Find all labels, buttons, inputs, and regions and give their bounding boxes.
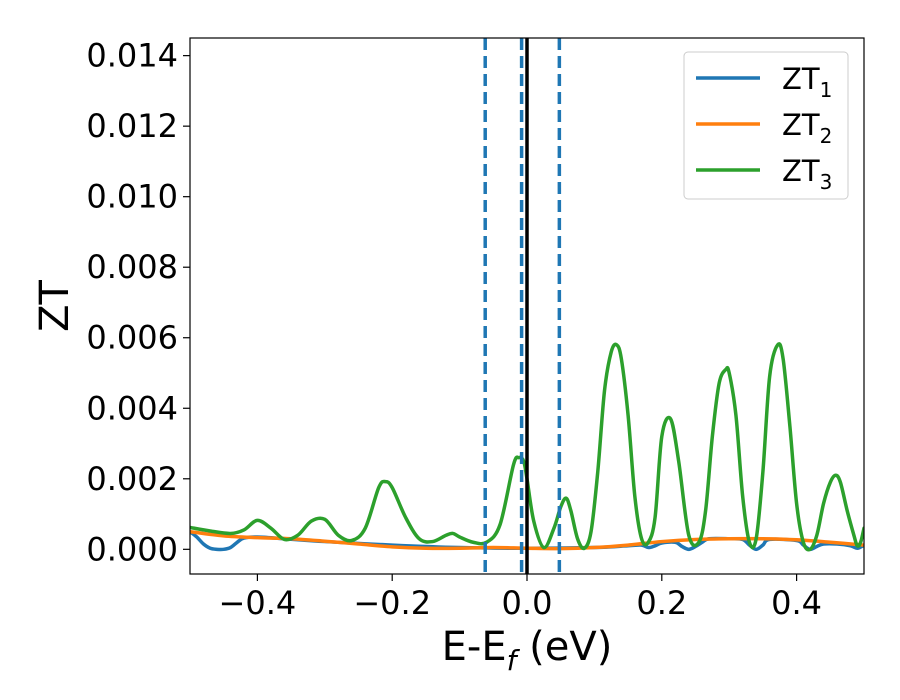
x-axis-title: E-Ef (eV)	[442, 624, 613, 677]
y-axis: 0.000 0.002 0.004 0.006 0.008 0.010 0.012 0.014	[86, 37, 190, 568]
legend-label-zt1: ZT1	[782, 62, 832, 102]
legend: ZT1 ZT2 ZT3	[683, 51, 849, 200]
y-tick-label: 0.014	[86, 37, 178, 75]
y-tick-label: 0.000	[86, 530, 178, 568]
legend-label-zt3: ZT3	[782, 154, 832, 194]
x-tick-label: −0.2	[353, 584, 431, 622]
reference-lines	[483, 38, 562, 574]
series-line-zt3	[190, 342, 864, 552]
x-axis: −0.4 −0.2 0.0 0.2 0.4	[219, 574, 822, 622]
legend-label-zt2: ZT2	[782, 108, 832, 148]
x-tick-label: 0.4	[771, 584, 822, 622]
x-axis-title-unit: (eV)	[516, 624, 612, 670]
y-tick-label: 0.002	[86, 460, 178, 498]
x-tick-label: 0.0	[502, 584, 553, 622]
legend-frame	[683, 51, 849, 200]
y-tick-label: 0.004	[86, 389, 178, 427]
y-tick-label: 0.010	[86, 178, 178, 216]
y-tick-label: 0.006	[86, 319, 178, 357]
y-tick-label: 0.012	[86, 107, 178, 145]
x-tick-label: 0.2	[636, 584, 687, 622]
x-axis-title-main: E-E	[442, 624, 507, 670]
y-axis-title: ZT	[32, 280, 78, 332]
x-tick-label: −0.4	[219, 584, 297, 622]
y-tick-label: 0.008	[86, 248, 178, 286]
